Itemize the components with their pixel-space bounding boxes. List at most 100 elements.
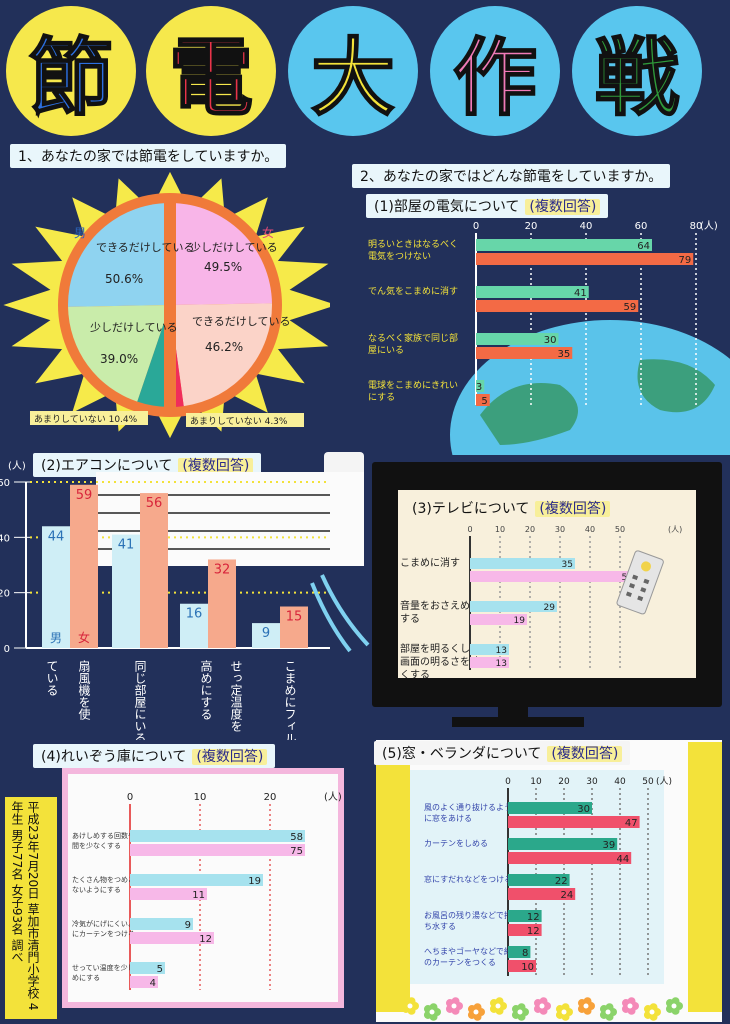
unit-label: (人) [700,220,718,232]
value-male-0: 30 [577,804,590,815]
value-male-1: 41 [574,288,587,299]
bar-label-0: 風のよく通り抜けるよう [424,802,512,812]
bar-label-2: 部屋を明るくして [400,642,480,655]
bar-label-3: せってい温度を少し高 [72,963,142,972]
q3-category-1: 扇風機を使 [77,659,91,721]
flower-petal [561,1003,570,1012]
tick-40: 40 [614,777,626,787]
q3-bar-female-2 [208,559,236,648]
tick-0: 0 [467,525,472,534]
pie-male-slice-0 [68,203,170,307]
flower-petal [539,997,548,1006]
tick-20: 20 [558,777,570,787]
q5-title-text: (4)れいぞう庫について [41,749,187,765]
bar-label-0: あけしめする回数や時 [72,831,142,840]
bar-male-1 [508,838,618,850]
window-right-curtain [688,742,722,1012]
pie-male-slice-2 [137,305,170,407]
value-male-3: 5 [157,964,163,975]
flower-center [649,1009,655,1015]
flower-center [561,1009,567,1015]
flower-border [401,997,683,1021]
bar-label-0: 明るいときはなるべく [368,239,458,250]
bar-female-3 [130,976,158,988]
value-male-1: 19 [248,876,261,887]
bar-male-3 [476,380,485,392]
bar-label-3: ち水する [424,921,456,931]
q1-title: 1、あなたの家では節電をしていますか。 [10,144,287,168]
q3-bar-female-0 [70,484,98,648]
bar-label-0: 電気をつけない [368,250,431,262]
q3-bar-female-3 [280,606,308,648]
flower-center [429,1009,435,1015]
tick-10: 10 [194,792,207,803]
tick-10: 10 [530,777,542,787]
q4-title: (3)テレビについて (複数回答) [404,496,619,520]
value-male-0: 58 [290,832,303,843]
value-female-2: 13 [496,659,507,669]
survey-note-panel: 平成23年7月20日 草加市清門小学校 4年生 男子77名 女子93名 調べ [5,797,57,1019]
tick-20: 20 [525,525,535,534]
q3-category-4: せっ定温度を [229,660,243,732]
q3-tick-0: 0 [4,644,10,655]
bar-label-2: 冷気がにげにくいよう [72,919,142,928]
q3-tick-20: 20 [0,589,10,600]
flower-center [495,1003,501,1009]
tick-80: 80 [690,221,703,232]
bar-female-2 [476,347,573,359]
q3-bar-male-2 [180,603,208,648]
q1-female-b-label: できるだけしている [192,315,290,328]
value-female-0: 75 [290,846,303,857]
tick-10: 10 [495,525,505,534]
bar-label-1: でん気をこまめに消す [368,285,458,297]
value-female-3: 4 [150,978,156,989]
bar-label-2: なるべく家族で同じ部 [368,332,458,344]
bar-male-1 [470,601,557,612]
q1-female-label: 女 [262,225,274,240]
bar-label-3: にする [368,392,395,403]
q2-sub: (1)部屋の電気について [374,199,520,215]
bar-female-3 [476,394,490,406]
q3-val-male-2: 16 [186,607,203,622]
bar-label-3: お風呂の残り湯などで打 [424,910,512,920]
q1-male-b-value: 39.0% [100,352,138,366]
value-male-2: 22 [555,876,568,887]
bar-label-3: 電球をこまめにきれい [368,379,458,391]
flower-petal [627,997,636,1006]
q6-title: (5)窓・ベランダについて (複数回答) [374,741,631,765]
bar-label-2: 窓にすだれなどをつける [424,874,512,884]
q1-female-a-label: 少しだけしている [190,241,278,254]
q1-male-b-label: 少しだけしている [90,321,178,334]
q3-category-2: 同じ部屋にいるなるべく家族 [133,660,147,740]
value-female-1: 44 [616,854,629,865]
bar-female-2 [508,888,576,900]
bar-female-1 [476,300,639,312]
bar-female-1 [508,852,632,864]
value-male-0: 64 [637,241,650,252]
bar-female-2 [470,657,509,668]
tick-50: 50 [642,777,654,787]
tick-20: 20 [525,221,538,232]
q3-val-female-0: 59 [76,488,93,503]
q3-bar-male-1 [112,534,140,648]
bar-male-1 [130,874,263,886]
value-male-3: 12 [527,912,540,923]
bar-female-0 [508,816,640,828]
value-male-2: 9 [185,920,191,931]
tick-0: 0 [473,221,479,232]
q6-title-text: (5)窓・ベランダについて [382,746,542,762]
q3-val-male-0: 44 [48,529,65,544]
bar-male-2 [130,918,193,930]
title-char-2: 大 [288,6,418,136]
value-male-1: 39 [602,840,615,851]
bar-male-0 [470,558,575,569]
tick-0: 0 [127,792,133,803]
q3-val-female-1: 56 [146,496,163,511]
flower-center [539,1003,545,1009]
bar-male-4 [508,946,531,958]
bar-male-0 [508,802,592,814]
pie-male-slice-1 [68,305,170,402]
